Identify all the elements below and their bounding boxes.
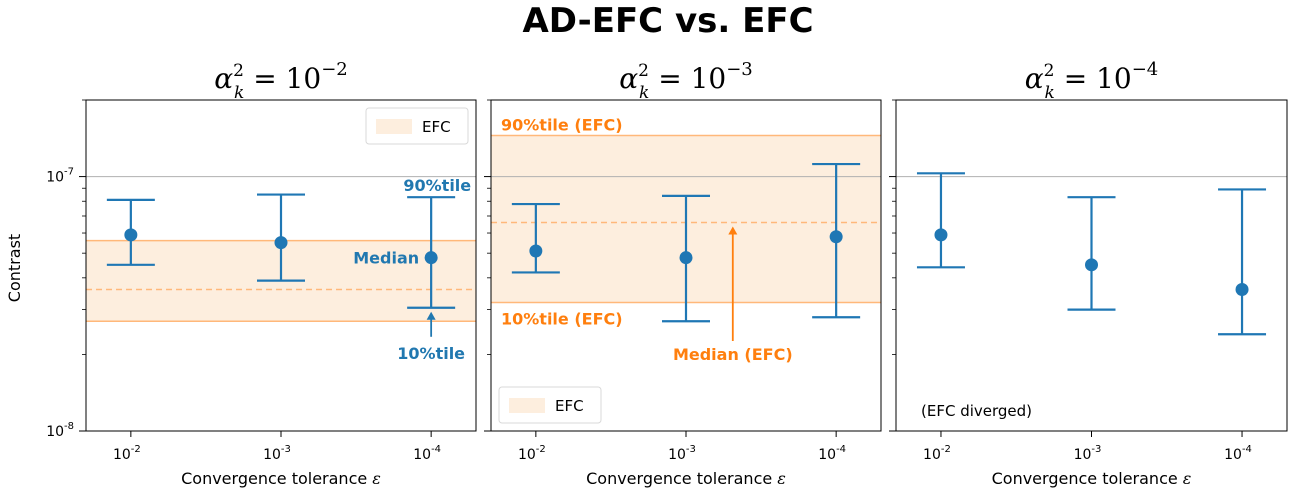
annotation-efc-10tile: 10%tile (EFC) <box>501 309 623 328</box>
median-point <box>934 228 948 242</box>
panels: 10-7 10-8 10-2 10-3 10-4 Convergence toleranc… <box>46 59 1288 488</box>
median-point <box>529 244 543 258</box>
arrow-efc-median-head <box>728 226 738 235</box>
chart-panel-3: 10-2 10-3 10-4 Convergence tolerance ε α2 k =… <box>889 59 1288 488</box>
median-point <box>424 251 438 265</box>
efc-diverged-note: (EFC diverged) <box>921 402 1032 420</box>
x-tick-label: 10-3 <box>668 444 696 463</box>
annotation-median: Median <box>353 249 419 268</box>
x-axis-label: Convergence tolerance ε <box>992 469 1192 488</box>
legend-swatch <box>509 398 545 413</box>
x-tick-label: 10-3 <box>1074 444 1102 463</box>
legend-swatch <box>376 119 412 134</box>
panel-title: α2 k = 10−4 <box>1025 59 1159 103</box>
legend-box <box>365 107 469 145</box>
chart-panel-1: 10-7 10-8 10-2 10-3 10-4 Convergence toleranc… <box>46 59 477 488</box>
annotation-90tile: 90%tile <box>403 176 471 195</box>
legend-label: EFC <box>555 397 584 415</box>
errorbar-3 <box>812 162 861 319</box>
errorbar-2 <box>257 193 305 282</box>
x-axis-label: Convergence tolerance ε <box>181 469 381 488</box>
legend: EFC <box>365 107 469 145</box>
arrow-10tile-head <box>426 311 436 320</box>
x-axis-label: Convergence tolerance ε <box>586 469 786 488</box>
panel-title: α2 k = 10−2 <box>214 59 348 103</box>
x-tick-label: 10-4 <box>413 444 441 463</box>
x-tick-label: 10-3 <box>263 444 291 463</box>
errorbar-3 <box>1218 188 1267 336</box>
x-tick-label: 10-4 <box>818 444 846 463</box>
median-point <box>274 236 288 250</box>
errorbar-2 <box>662 194 710 323</box>
median-point <box>829 230 843 244</box>
figure-title: AD-EFC vs. EFC <box>522 1 813 41</box>
annotation-efc-median: Median (EFC) <box>673 345 793 364</box>
median-point <box>679 251 693 265</box>
x-tick-label: 10-2 <box>518 444 546 463</box>
errorbar-2 <box>1067 196 1116 311</box>
annotation-efc-90tile: 90%tile (EFC) <box>501 116 623 135</box>
errorbar-1 <box>511 202 560 274</box>
median-point <box>1085 258 1098 272</box>
x-tick-label: 10-4 <box>1224 444 1252 463</box>
x-tick-label: 10-2 <box>113 444 141 463</box>
annotation-10tile: 10%tile <box>397 344 465 363</box>
errorbar-1 <box>106 198 155 266</box>
legend: EFC <box>498 386 602 424</box>
legend-box <box>498 386 602 424</box>
legend-label: EFC <box>422 118 451 136</box>
median-point <box>124 228 138 242</box>
errorbar-1 <box>916 172 965 269</box>
x-tick-label: 10-2 <box>923 444 951 463</box>
median-point <box>1235 282 1249 296</box>
y-tick-label: 10-7 <box>46 167 74 186</box>
panel-title: α2 k = 10−3 <box>619 59 753 103</box>
errorbar-3 <box>407 196 456 309</box>
y-axis-label: Contrast <box>5 234 24 302</box>
chart-panel-2: 10-2 10-3 10-4 Convergence tolerance ε α2 k =… <box>484 59 882 488</box>
y-tick-label: 10-8 <box>46 421 74 440</box>
